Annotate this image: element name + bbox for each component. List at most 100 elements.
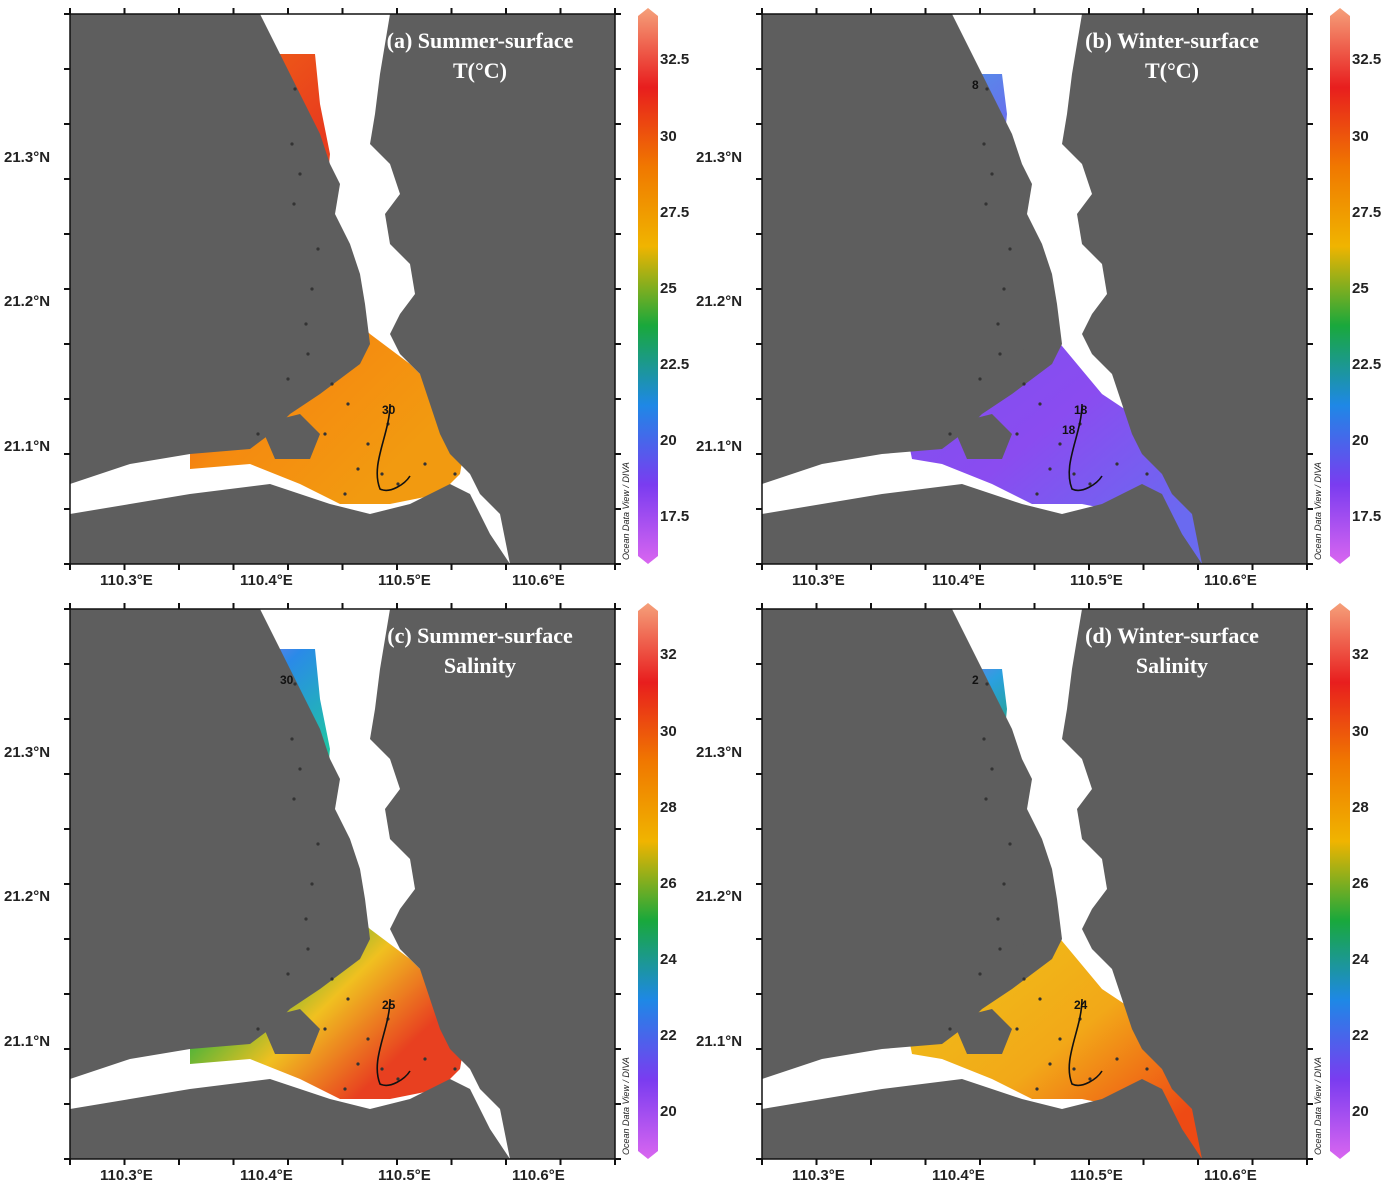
land-mass bbox=[370, 609, 615, 1159]
station-dot bbox=[978, 377, 982, 381]
station-dot bbox=[366, 1037, 370, 1041]
station-dot bbox=[1115, 462, 1119, 466]
map-panel-c: 25 30 (c) Summer-surface Salinity 21.3°N 21.2… bbox=[0, 595, 692, 1190]
colorbar-tick-label: 26 bbox=[1352, 875, 1369, 892]
station-dot bbox=[293, 682, 297, 686]
lon-label: 110.6°E bbox=[512, 1167, 565, 1184]
credit-text: Ocean Data View / DIVA bbox=[621, 462, 631, 560]
colorbar bbox=[638, 603, 658, 1159]
contour-label: 8 bbox=[972, 78, 979, 92]
lon-label: 110.4°E bbox=[932, 572, 985, 589]
colorbar bbox=[1330, 8, 1350, 564]
lon-label: 110.3°E bbox=[100, 572, 153, 589]
station-dot bbox=[1058, 1037, 1062, 1041]
lat-label: 21.2°N bbox=[4, 293, 51, 310]
station-dot bbox=[1035, 1087, 1039, 1091]
data-field bbox=[190, 649, 465, 1099]
station-dot bbox=[356, 1062, 360, 1066]
lon-label: 110.4°E bbox=[240, 1167, 293, 1184]
island bbox=[992, 944, 1042, 979]
station-dot bbox=[948, 432, 952, 436]
land-mass bbox=[762, 1079, 1202, 1159]
colorbar-tick-label: 20 bbox=[660, 1103, 677, 1120]
map-canvas-a: 30 bbox=[64, 8, 621, 570]
station-dot bbox=[982, 737, 986, 741]
station-dot bbox=[304, 917, 308, 921]
lat-label: 21.1°N bbox=[696, 438, 743, 455]
map-canvas-c: 25 30 bbox=[64, 603, 621, 1165]
station-dot bbox=[1048, 1062, 1052, 1066]
station-dot bbox=[346, 402, 350, 406]
panel-title: (a) Summer-surface T(°C) bbox=[330, 26, 630, 86]
station-dot bbox=[990, 172, 994, 176]
credit-text: Ocean Data View / DIVA bbox=[1313, 1057, 1323, 1155]
station-dot bbox=[286, 972, 290, 976]
station-dot bbox=[1038, 402, 1042, 406]
station-dot bbox=[1145, 472, 1149, 476]
station-dot bbox=[984, 202, 988, 206]
station-dot bbox=[1058, 442, 1062, 446]
station-dot bbox=[380, 472, 384, 476]
island bbox=[952, 414, 1012, 459]
lat-label: 21.2°N bbox=[696, 293, 743, 310]
panel-title-line1: (d) Winter-surface bbox=[1085, 623, 1259, 648]
colorbar-tick-label: 30 bbox=[1352, 723, 1369, 740]
station-dot bbox=[996, 917, 1000, 921]
station-dot bbox=[323, 1027, 327, 1031]
island bbox=[300, 944, 350, 979]
contour-line bbox=[1068, 998, 1103, 1087]
contour-label: 30 bbox=[382, 403, 396, 417]
station-dot bbox=[1072, 472, 1076, 476]
station-dot bbox=[423, 462, 427, 466]
panel-title-line2: Salinity bbox=[443, 653, 517, 678]
colorbar-tick-label: 25 bbox=[1352, 280, 1369, 297]
station-dot bbox=[423, 1057, 427, 1061]
contour-label: 25 bbox=[382, 998, 396, 1012]
island bbox=[300, 349, 350, 384]
station-dot bbox=[256, 1027, 260, 1031]
station-dot bbox=[343, 492, 347, 496]
island bbox=[992, 349, 1042, 384]
colorbar-tick-label: 32 bbox=[1352, 646, 1369, 663]
station-dot bbox=[330, 977, 334, 981]
colorbar-tick-label: 27.5 bbox=[1352, 204, 1382, 221]
station-dot bbox=[290, 737, 294, 741]
station-dot bbox=[1115, 1057, 1119, 1061]
lon-label: 110.5°E bbox=[378, 572, 431, 589]
colorbar-tick-label: 24 bbox=[660, 951, 677, 968]
station-dot bbox=[298, 172, 302, 176]
station-dot bbox=[330, 382, 334, 386]
station-dot bbox=[380, 1067, 384, 1071]
station-dot bbox=[256, 432, 260, 436]
lat-label: 21.1°N bbox=[696, 1033, 743, 1050]
lat-label: 21.3°N bbox=[696, 149, 743, 166]
station-dot bbox=[356, 467, 360, 471]
colorbar-tick-label: 22.5 bbox=[660, 356, 690, 373]
station-dot bbox=[306, 947, 310, 951]
land-mass bbox=[1062, 609, 1307, 1159]
land-mass bbox=[70, 14, 370, 484]
contour-label: 2 bbox=[972, 673, 979, 687]
station-dot bbox=[298, 767, 302, 771]
station-dot bbox=[1072, 1067, 1076, 1071]
contour-label: 18 bbox=[1074, 403, 1088, 417]
lon-label: 110.3°E bbox=[100, 1167, 153, 1184]
station-dot bbox=[396, 482, 400, 486]
lat-label: 21.2°N bbox=[696, 888, 743, 905]
station-dot bbox=[1022, 382, 1026, 386]
panel-title-line1: (a) Summer-surface bbox=[386, 28, 574, 53]
station-dot bbox=[292, 202, 296, 206]
panel-title-line1: (c) Summer-surface bbox=[387, 623, 573, 648]
colorbar-tick-label: 20 bbox=[1352, 432, 1369, 449]
colorbar-tick-label: 32.5 bbox=[660, 51, 690, 68]
colorbar-tick-label: 28 bbox=[1352, 799, 1369, 816]
station-dot bbox=[310, 882, 314, 886]
station-dot bbox=[990, 767, 994, 771]
map-canvas-d: 24 2 bbox=[756, 603, 1313, 1165]
panel-title: (b) Winter-surface T(°C) bbox=[1022, 26, 1322, 86]
land-mass bbox=[762, 609, 1062, 1079]
station-dot bbox=[290, 142, 294, 146]
station-dot bbox=[1008, 842, 1012, 846]
station-dot bbox=[1035, 492, 1039, 496]
lon-label: 110.5°E bbox=[1070, 572, 1123, 589]
